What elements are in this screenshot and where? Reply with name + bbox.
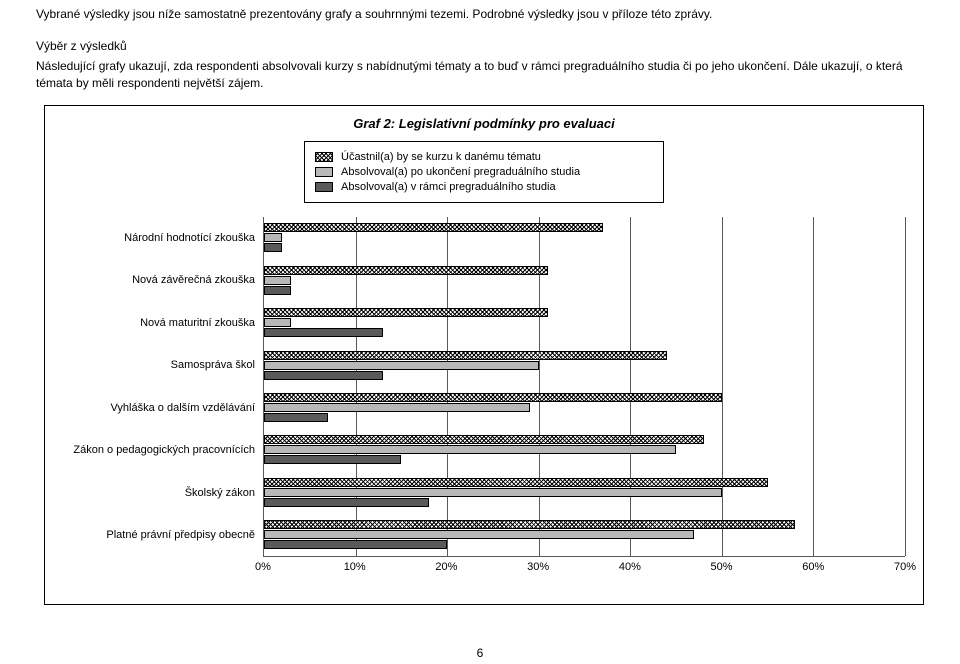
bar-group [264, 259, 905, 301]
bar-series-2 [264, 445, 676, 454]
y-axis-label: Samospráva škol [63, 359, 255, 371]
bar-series-2 [264, 318, 291, 327]
bar-series-1 [264, 351, 667, 360]
legend-item: Absolvoval(a) po ukončení pregraduálního… [315, 166, 653, 178]
x-axis-tick: 70% [894, 561, 916, 573]
y-axis-label: Platné právní předpisy obecně [63, 529, 255, 541]
bar-group [264, 513, 905, 555]
legend-swatch-gray [315, 167, 333, 177]
bar-series-3 [264, 371, 383, 380]
bar-series-3 [264, 413, 328, 422]
section-subhead: Výběr z výsledků [36, 38, 924, 54]
bar-series-2 [264, 233, 282, 242]
y-axis-label: Školský zákon [63, 487, 255, 499]
page-number: 6 [0, 646, 960, 660]
bar-series-2 [264, 403, 530, 412]
intro-text: Vybrané výsledky jsou níže samostatně pr… [36, 6, 924, 22]
x-axis: 0%10%20%30%40%50%60%70% [263, 557, 905, 575]
bar-series-1 [264, 520, 795, 529]
x-axis-tick: 20% [435, 561, 457, 573]
bar-series-3 [264, 540, 447, 549]
chart-frame: Graf 2: Legislativní podmínky pro evalua… [44, 105, 924, 605]
bar-series-1 [264, 266, 548, 275]
bar-series-2 [264, 276, 291, 285]
bar-group [264, 302, 905, 344]
gridline [905, 217, 906, 556]
bar-group [264, 429, 905, 471]
bar-series-2 [264, 488, 722, 497]
y-axis-label: Vyhláška o dalším vzdělávání [63, 402, 255, 414]
bar-series-3 [264, 286, 291, 295]
bar-group [264, 386, 905, 428]
legend-box: Účastnil(a) by se kurzu k danému tématu … [304, 141, 664, 203]
x-axis-tick: 50% [711, 561, 733, 573]
bar-series-3 [264, 243, 282, 252]
bar-group [264, 344, 905, 386]
bar-series-1 [264, 393, 722, 402]
bar-group [264, 217, 905, 259]
legend-swatch-pattern [315, 152, 333, 162]
y-axis-label: Národní hodnotící zkouška [63, 232, 255, 244]
legend-label: Účastnil(a) by se kurzu k danému tématu [341, 151, 541, 163]
x-axis-tick: 10% [344, 561, 366, 573]
legend-label: Absolvoval(a) po ukončení pregraduálního… [341, 166, 580, 178]
bar-series-3 [264, 328, 383, 337]
legend-swatch-dark [315, 182, 333, 192]
section-desc: Následující grafy ukazují, zda responden… [36, 58, 924, 90]
bar-series-1 [264, 308, 548, 317]
chart-title: Graf 2: Legislativní podmínky pro evalua… [63, 116, 905, 131]
bar-group [264, 471, 905, 513]
y-axis-label: Nová maturitní zkouška [63, 317, 255, 329]
bars-region [263, 217, 905, 557]
plot-area: Národní hodnotící zkouška Nová závěrečná … [63, 217, 905, 557]
y-axis-labels: Národní hodnotící zkouška Nová závěrečná … [63, 217, 263, 557]
bar-series-1 [264, 223, 603, 232]
legend-label: Absolvoval(a) v rámci pregraduálního stu… [341, 181, 556, 193]
bar-series-3 [264, 455, 401, 464]
bar-series-1 [264, 478, 768, 487]
legend-item: Účastnil(a) by se kurzu k danému tématu [315, 151, 653, 163]
x-axis-tick: 30% [527, 561, 549, 573]
y-axis-label: Nová závěrečná zkouška [63, 274, 255, 286]
legend-item: Absolvoval(a) v rámci pregraduálního stu… [315, 181, 653, 193]
bar-series-2 [264, 361, 539, 370]
bar-series-1 [264, 435, 704, 444]
x-axis-tick: 60% [802, 561, 824, 573]
bar-series-2 [264, 530, 694, 539]
y-axis-label: Zákon o pedagogických pracovnících [63, 444, 255, 456]
bar-series-3 [264, 498, 429, 507]
x-axis-tick: 0% [255, 561, 271, 573]
x-axis-tick: 40% [619, 561, 641, 573]
